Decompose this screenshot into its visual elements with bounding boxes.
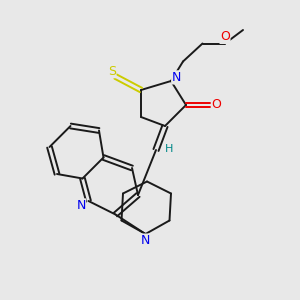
Text: O: O [212, 98, 221, 112]
Text: N: N [172, 71, 181, 84]
Text: O: O [220, 30, 230, 44]
Text: H: H [164, 143, 173, 154]
Text: N: N [76, 199, 86, 212]
Text: N: N [141, 234, 150, 247]
Text: S: S [108, 64, 116, 78]
